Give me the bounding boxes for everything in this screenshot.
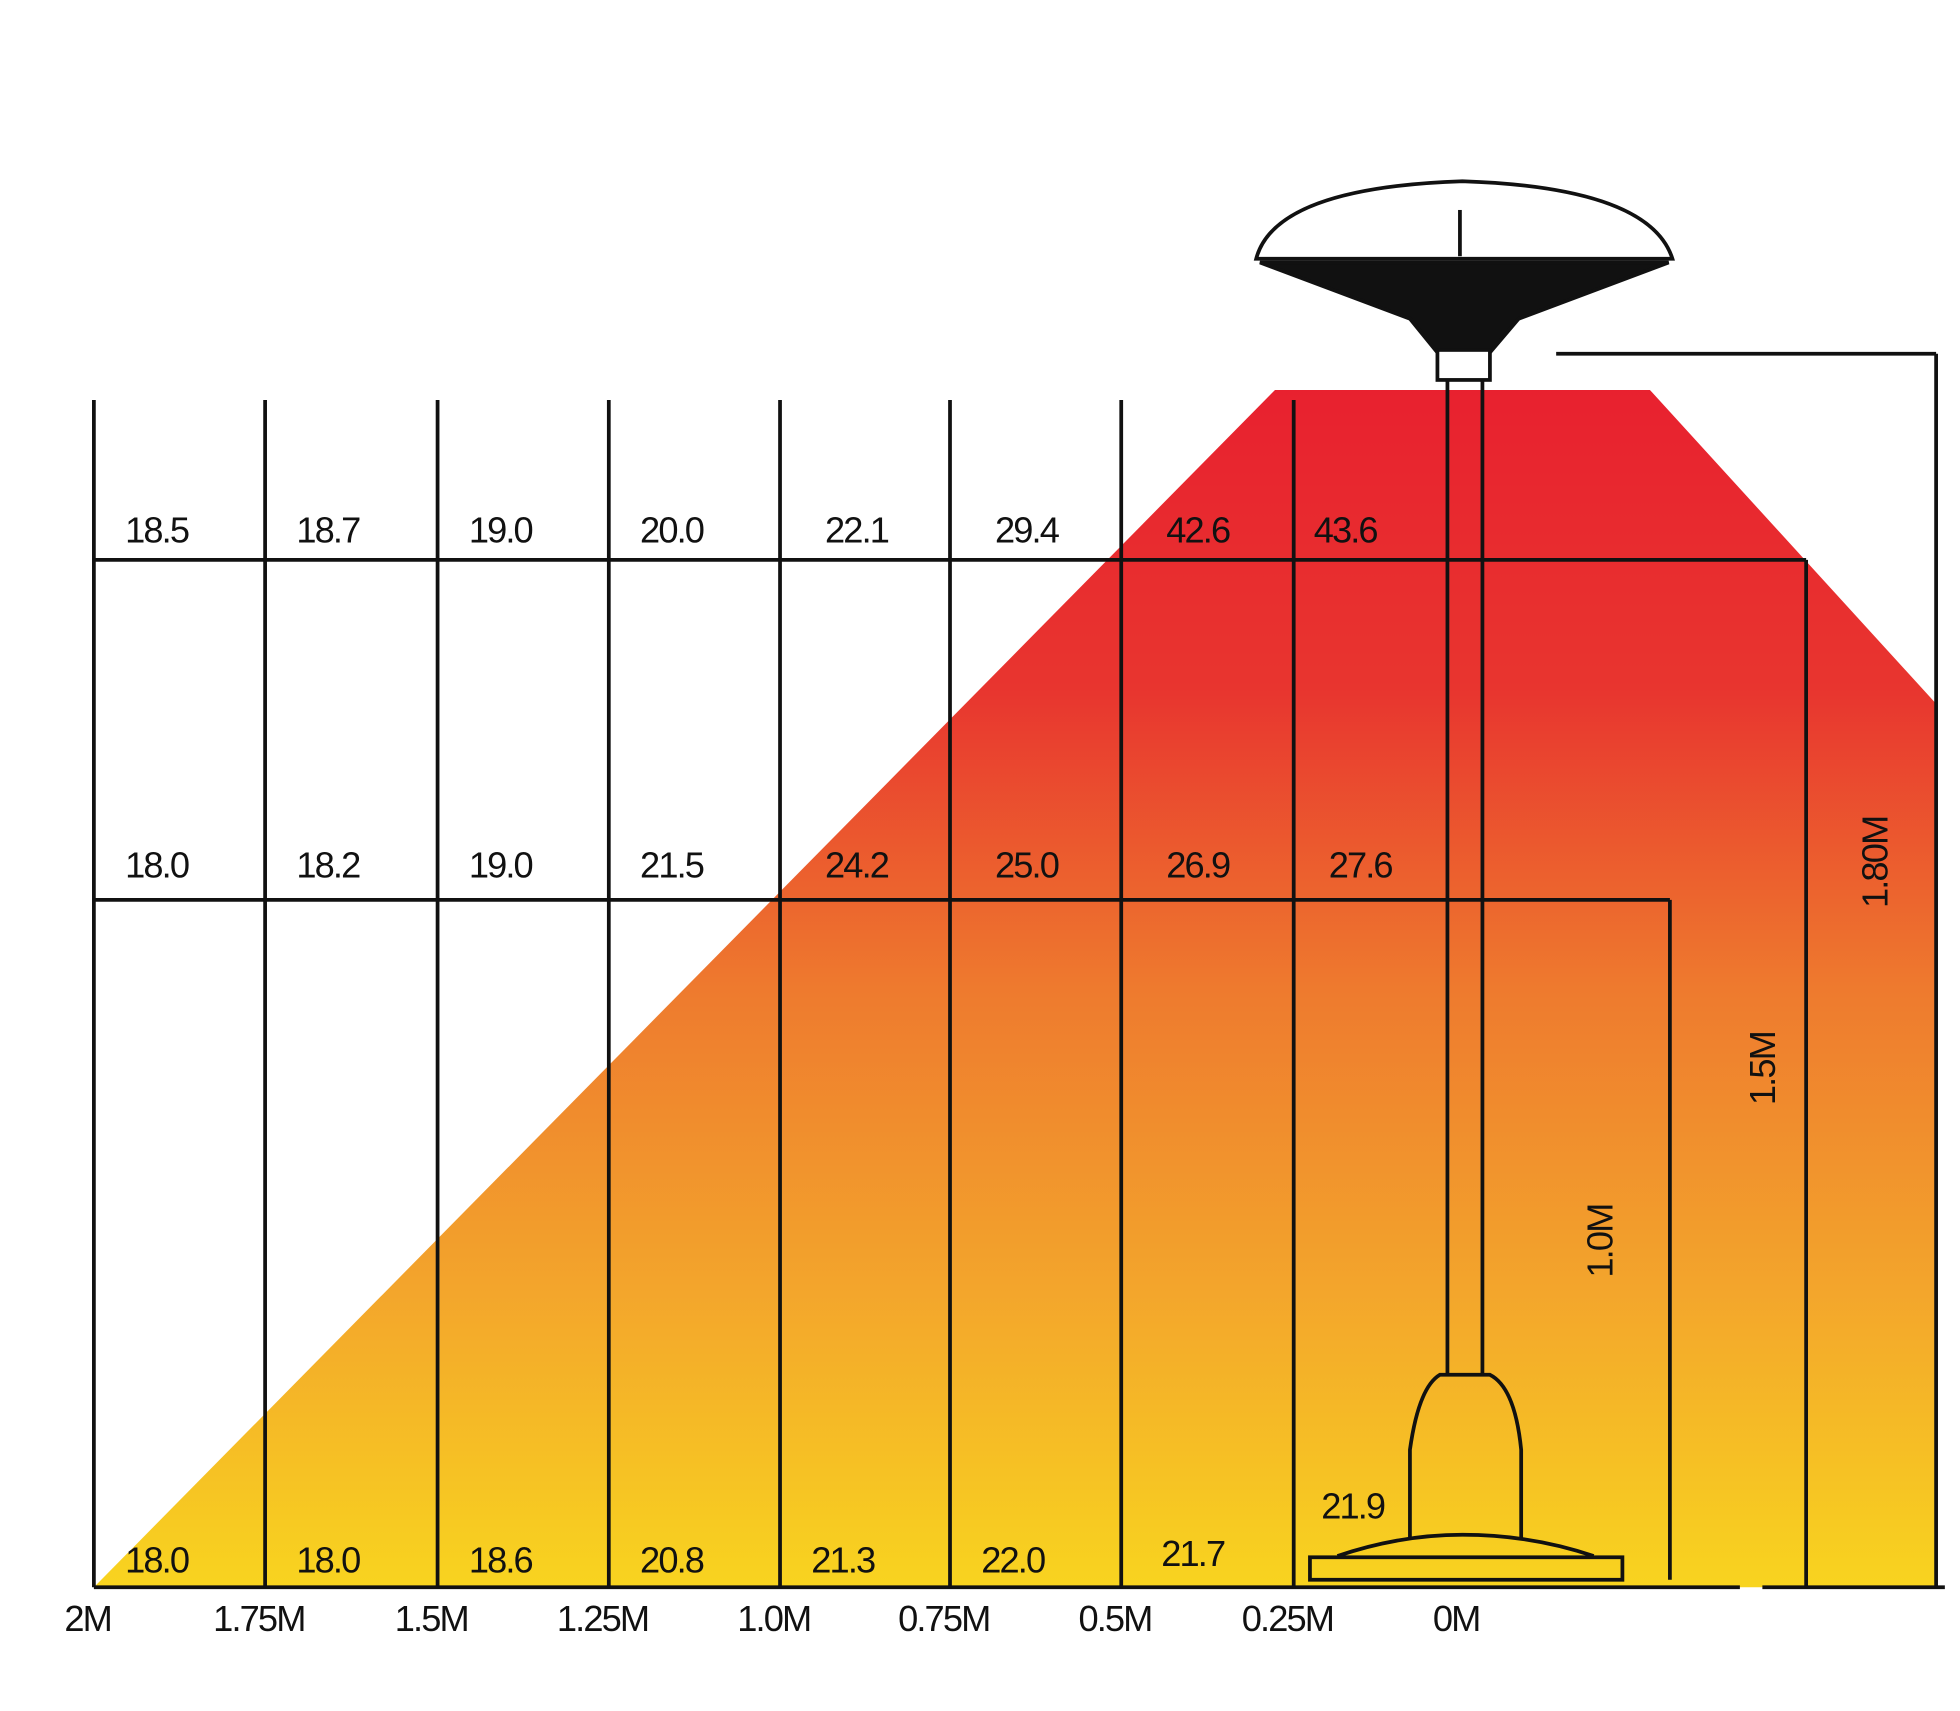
- temperature-value: 24.2: [825, 844, 889, 885]
- temperature-value: 18.0: [125, 1539, 189, 1580]
- x-label: 0.25M: [1242, 1598, 1333, 1639]
- x-label: 1.5M: [395, 1598, 468, 1639]
- temperature-value: 42.6: [1166, 509, 1230, 550]
- temperature-value: 18.2: [296, 844, 360, 885]
- x-label: 0.5M: [1078, 1598, 1151, 1639]
- x-label: 0M: [1433, 1598, 1480, 1639]
- temperature-value: 43.6: [1314, 509, 1378, 550]
- temperature-value: 19.0: [469, 844, 533, 885]
- temperature-value: 20.8: [640, 1539, 704, 1580]
- temperature-value: 21.3: [811, 1539, 875, 1580]
- temperature-value: 20.0: [640, 509, 704, 550]
- height-label: 1.80M: [1854, 817, 1895, 908]
- x-label: 1.0M: [737, 1598, 810, 1639]
- temperature-value: 19.0: [469, 509, 533, 550]
- temperature-value: 21.7: [1161, 1533, 1225, 1574]
- temperature-value: 21.5: [640, 844, 704, 885]
- heater: [1253, 179, 1675, 1582]
- temperature-value: 18.0: [296, 1539, 360, 1580]
- temperature-value: 18.5: [125, 509, 189, 550]
- temperature-value: 22.1: [825, 509, 889, 550]
- temperature-value: 22.0: [981, 1539, 1045, 1580]
- temperature-value: 18.6: [469, 1539, 533, 1580]
- x-label: 2M: [64, 1598, 111, 1639]
- temperature-value: 26.9: [1166, 844, 1230, 885]
- temperature-value: 29.4: [995, 509, 1060, 550]
- temperature-value: 21.9: [1321, 1486, 1385, 1527]
- temperature-value: 27.6: [1329, 844, 1393, 885]
- temperature-value: 25.0: [995, 844, 1059, 885]
- x-label: 0.75M: [898, 1598, 989, 1639]
- height-label: 1.5M: [1742, 1032, 1783, 1105]
- temperature-value: 18.0: [125, 844, 189, 885]
- x-label: 1.75M: [213, 1598, 304, 1639]
- temperature-value: 18.7: [296, 509, 360, 550]
- height-label: 1.0M: [1579, 1205, 1620, 1278]
- heat-zone: [93, 389, 1935, 1588]
- x-label: 1.25M: [557, 1598, 648, 1639]
